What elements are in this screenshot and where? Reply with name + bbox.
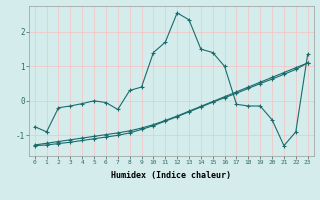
X-axis label: Humidex (Indice chaleur): Humidex (Indice chaleur) [111,171,231,180]
